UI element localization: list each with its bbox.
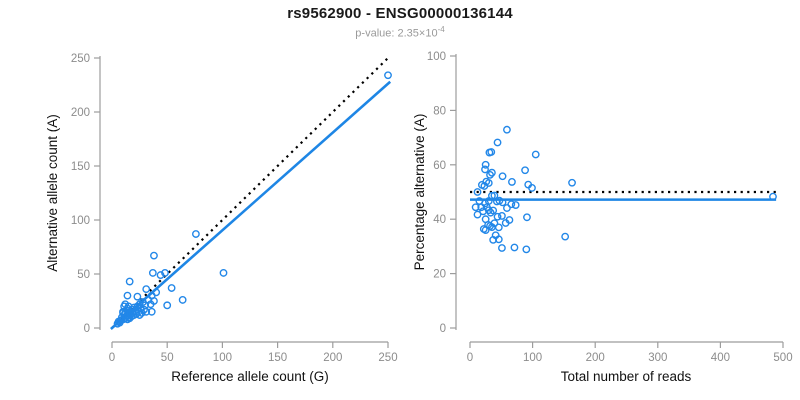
data-point	[487, 148, 496, 156]
right-plot-area: 0 20 40 60 80 100 0 100 200 300 400 500	[427, 51, 793, 364]
data-point	[115, 318, 124, 327]
data-point	[498, 244, 506, 252]
data-point	[522, 245, 531, 254]
data-point	[510, 243, 519, 252]
data-point	[486, 170, 494, 179]
x-tick-label: 500	[773, 352, 792, 364]
data-point	[523, 213, 531, 222]
data-point	[124, 302, 133, 311]
data-point	[503, 125, 511, 134]
data-point	[473, 210, 482, 219]
data-point	[133, 292, 142, 301]
left-yaxis-title: Alternative allele count (A)	[45, 114, 60, 272]
data-point	[521, 166, 529, 175]
y-tick-label: 60	[433, 160, 446, 172]
x-tick-label: 200	[586, 352, 605, 364]
data-point	[498, 212, 506, 220]
data-point	[531, 150, 540, 159]
y-tick-label: 0	[440, 323, 446, 335]
data-point	[493, 212, 502, 221]
data-point	[488, 168, 496, 177]
data-point	[150, 297, 158, 305]
data-point	[493, 138, 502, 147]
left-plot-area: 0 50 100 150 200 250 0 50 100 150 200 250	[71, 53, 398, 364]
y-tick-label: 20	[433, 269, 446, 281]
data-point	[511, 201, 520, 209]
data-point	[163, 301, 172, 310]
data-point	[507, 200, 516, 209]
data-point	[192, 230, 200, 238]
y-tick-label: 40	[433, 214, 446, 226]
figure-subtitle: p-value: 2.35×10-4	[0, 25, 800, 40]
data-point	[178, 296, 187, 304]
x-tick-label: 100	[213, 352, 232, 364]
x-tick-label: 50	[161, 352, 174, 364]
data-point	[484, 179, 493, 187]
regression-line	[110, 80, 392, 330]
data-point	[219, 269, 228, 277]
right-yaxis-title: Percentage alternative (A)	[412, 114, 427, 271]
figure-title: rs9562900 - ENSG00000136144	[287, 5, 513, 22]
data-point	[142, 285, 151, 294]
data-point	[508, 178, 516, 186]
y-tick-label: 0	[84, 323, 90, 335]
data-point	[161, 269, 169, 277]
x-tick-label: 200	[323, 352, 342, 364]
data-point	[140, 305, 148, 314]
pvalue-exponent: -4	[437, 25, 445, 34]
data-point	[503, 204, 511, 212]
y-tick-label: 100	[427, 51, 446, 63]
data-point	[148, 269, 157, 277]
x-tick-label: 250	[378, 352, 397, 364]
data-point	[769, 192, 777, 201]
data-point	[156, 271, 165, 279]
left-xaxis-title: Reference allele count (G)	[171, 369, 329, 384]
x-tick-label: 300	[648, 352, 667, 364]
data-point	[490, 219, 499, 228]
data-point	[471, 203, 480, 212]
data-point	[561, 232, 570, 241]
x-tick-label: 150	[268, 352, 287, 364]
y-tick-label: 200	[71, 107, 90, 119]
data-point	[142, 307, 151, 316]
data-point	[119, 308, 127, 317]
x-tick-label: 0	[109, 352, 115, 364]
x-tick-label: 400	[711, 352, 730, 364]
data-point	[150, 251, 158, 260]
data-point	[132, 310, 141, 318]
identity-line	[111, 57, 389, 329]
data-point	[528, 184, 536, 192]
data-point	[481, 160, 490, 169]
pvalue-text: p-value: 2.35×10	[355, 27, 438, 40]
y-tick-label: 100	[71, 215, 90, 227]
data-point	[498, 198, 507, 207]
right-xaxis-title: Total number of reads	[561, 369, 692, 384]
data-point	[473, 188, 482, 196]
y-tick-label: 250	[71, 53, 90, 65]
data-point	[494, 235, 503, 244]
y-tick-label: 150	[71, 161, 90, 173]
data-point	[125, 277, 134, 286]
data-point	[147, 307, 156, 316]
data-point	[494, 223, 503, 232]
data-point	[489, 206, 498, 215]
data-point	[123, 291, 132, 300]
data-point	[167, 284, 176, 292]
data-point	[384, 71, 392, 80]
x-tick-label: 0	[467, 352, 473, 364]
data-point	[481, 165, 489, 174]
data-point	[152, 288, 161, 297]
x-tick-label: 100	[523, 352, 542, 364]
data-point	[568, 178, 576, 187]
y-tick-label: 50	[77, 269, 90, 281]
data-point	[114, 317, 123, 326]
data-point	[505, 216, 514, 224]
y-tick-label: 80	[433, 105, 446, 117]
data-point	[498, 172, 507, 181]
